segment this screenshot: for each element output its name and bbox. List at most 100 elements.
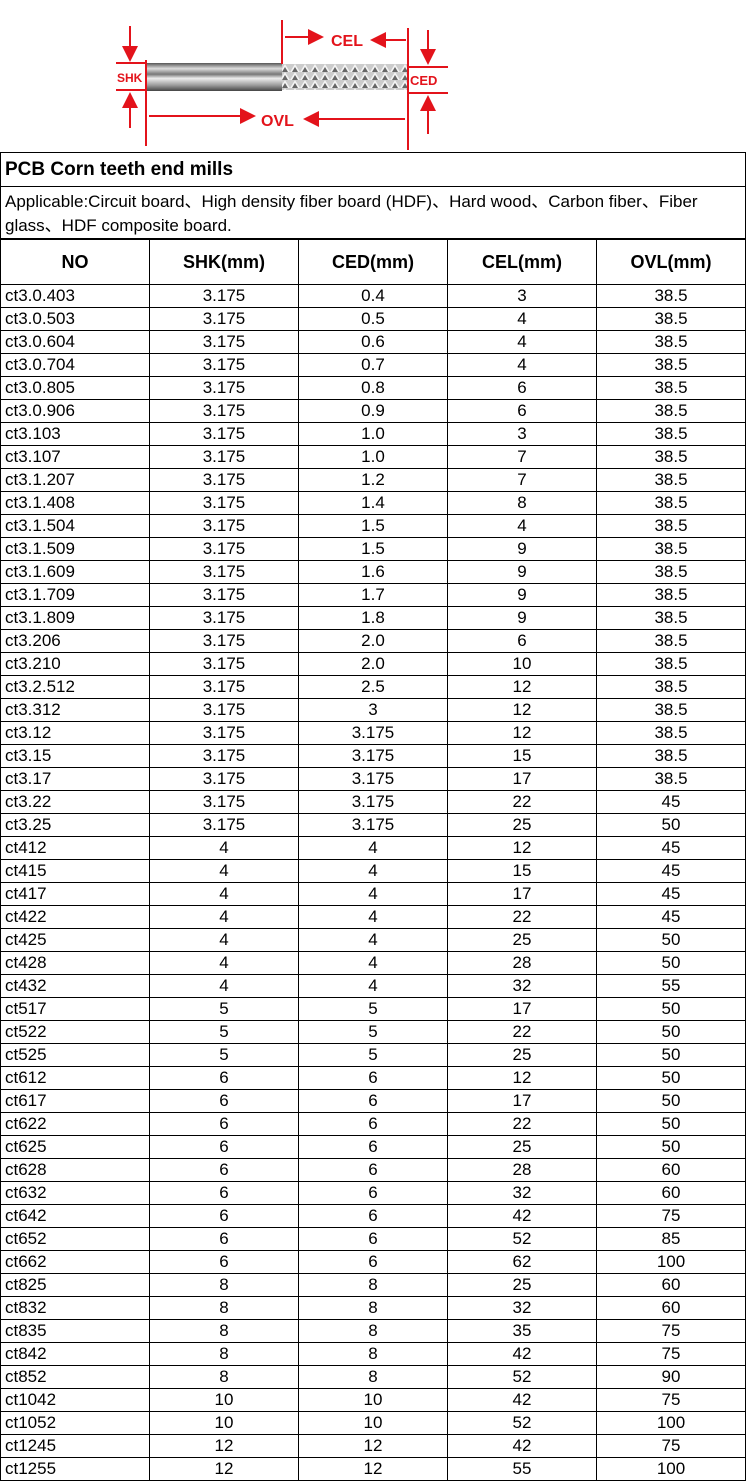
- cell-no: ct425: [0, 928, 150, 952]
- cell-shk: 3.175: [149, 744, 299, 768]
- cell-cel: 22: [447, 1112, 597, 1136]
- cell-cel: 6: [447, 399, 597, 423]
- cell-ced: 10: [298, 1411, 448, 1435]
- cell-cel: 4: [447, 514, 597, 538]
- cell-shk: 6: [149, 1158, 299, 1182]
- table-row: ct3.0.403 3.175 0.4 3 38.5: [0, 284, 746, 308]
- cell-no: ct3.312: [0, 698, 150, 722]
- cell-ovl: 38.5: [596, 284, 746, 308]
- cell-ovl: 60: [596, 1158, 746, 1182]
- cell-cel: 7: [447, 445, 597, 469]
- cell-no: ct3.0.906: [0, 399, 150, 423]
- cell-cel: 28: [447, 1158, 597, 1182]
- table-row: ct628 6 6 28 60: [0, 1158, 746, 1182]
- cell-ovl: 50: [596, 1020, 746, 1044]
- cell-cel: 32: [447, 1296, 597, 1320]
- page-title: PCB Corn teeth end mills: [0, 152, 746, 186]
- cell-ced: 1.2: [298, 468, 448, 492]
- cell-ovl: 45: [596, 905, 746, 929]
- cell-no: ct522: [0, 1020, 150, 1044]
- table-row: ct852 8 8 52 90: [0, 1365, 746, 1389]
- cell-ced: 0.9: [298, 399, 448, 423]
- cell-shk: 8: [149, 1273, 299, 1297]
- table-header-row: NO SHK(mm) CED(mm) CEL(mm) OVL(mm): [0, 239, 746, 285]
- cell-no: ct3.1.709: [0, 583, 150, 607]
- table-row: ct1042 10 10 42 75: [0, 1388, 746, 1412]
- table-row: ct3.210 3.175 2.0 10 38.5: [0, 652, 746, 676]
- table-row: ct525 5 5 25 50: [0, 1043, 746, 1067]
- cel-label: CEL: [331, 33, 363, 50]
- cell-shk: 6: [149, 1204, 299, 1228]
- cell-ced: 1.5: [298, 537, 448, 561]
- shank: [146, 63, 282, 91]
- cell-ced: 8: [298, 1342, 448, 1366]
- cell-shk: 3.175: [149, 675, 299, 699]
- cell-no: ct3.12: [0, 721, 150, 745]
- cell-ced: 6: [298, 1250, 448, 1274]
- cell-no: ct852: [0, 1365, 150, 1389]
- table-row: ct3.103 3.175 1.0 3 38.5: [0, 422, 746, 446]
- cell-no: ct3.1.609: [0, 560, 150, 584]
- cell-ced: 8: [298, 1319, 448, 1343]
- table-row: ct662 6 6 62 100: [0, 1250, 746, 1274]
- cell-shk: 3.175: [149, 307, 299, 331]
- cell-ced: 8: [298, 1273, 448, 1297]
- cell-ced: 2.0: [298, 652, 448, 676]
- table-row: ct625 6 6 25 50: [0, 1135, 746, 1159]
- cell-cel: 9: [447, 537, 597, 561]
- cell-no: ct3.1.207: [0, 468, 150, 492]
- table-row: ct3.25 3.175 3.175 25 50: [0, 813, 746, 837]
- cell-ced: 6: [298, 1066, 448, 1090]
- cell-ced: 1.0: [298, 445, 448, 469]
- table-row: ct1255 12 12 55 100: [0, 1457, 746, 1481]
- table-row: ct3.1.509 3.175 1.5 9 38.5: [0, 537, 746, 561]
- cell-cel: 6: [447, 376, 597, 400]
- cell-ovl: 45: [596, 836, 746, 860]
- table-row: ct3.0.805 3.175 0.8 6 38.5: [0, 376, 746, 400]
- table-row: ct417 4 4 17 45: [0, 882, 746, 906]
- cell-no: ct632: [0, 1181, 150, 1205]
- cell-cel: 3: [447, 284, 597, 308]
- cell-no: ct628: [0, 1158, 150, 1182]
- cutting-teeth: [282, 64, 408, 90]
- cell-shk: 4: [149, 928, 299, 952]
- cell-ovl: 90: [596, 1365, 746, 1389]
- cell-shk: 10: [149, 1411, 299, 1435]
- cell-no: ct3.0.805: [0, 376, 150, 400]
- cell-ced: 6: [298, 1227, 448, 1251]
- cell-no: ct3.1.509: [0, 537, 150, 561]
- cell-no: ct3.210: [0, 652, 150, 676]
- table-row: ct517 5 5 17 50: [0, 997, 746, 1021]
- cell-cel: 8: [447, 491, 597, 515]
- cell-ced: 4: [298, 859, 448, 883]
- cell-ovl: 100: [596, 1250, 746, 1274]
- cell-shk: 6: [149, 1250, 299, 1274]
- table-row: ct415 4 4 15 45: [0, 859, 746, 883]
- table-row: ct3.107 3.175 1.0 7 38.5: [0, 445, 746, 469]
- table-row: ct622 6 6 22 50: [0, 1112, 746, 1136]
- cell-no: ct3.0.503: [0, 307, 150, 331]
- cell-shk: 6: [149, 1089, 299, 1113]
- cell-ovl: 50: [596, 928, 746, 952]
- cell-cel: 22: [447, 1020, 597, 1044]
- cell-ovl: 38.5: [596, 491, 746, 515]
- cell-ced: 5: [298, 997, 448, 1021]
- table-row: ct1245 12 12 42 75: [0, 1434, 746, 1458]
- header-ced: CED(mm): [298, 239, 448, 285]
- cell-ced: 6: [298, 1181, 448, 1205]
- cell-no: ct3.2.512: [0, 675, 150, 699]
- cell-ced: 4: [298, 905, 448, 929]
- cell-no: ct1042: [0, 1388, 150, 1412]
- cell-ovl: 38.5: [596, 353, 746, 377]
- cell-ced: 0.7: [298, 353, 448, 377]
- cell-shk: 8: [149, 1296, 299, 1320]
- cell-cel: 4: [447, 330, 597, 354]
- cell-ced: 4: [298, 951, 448, 975]
- cell-cel: 10: [447, 652, 597, 676]
- cell-ced: 1.7: [298, 583, 448, 607]
- cell-ced: 6: [298, 1112, 448, 1136]
- table-row: ct3.22 3.175 3.175 22 45: [0, 790, 746, 814]
- header-no: NO: [0, 239, 150, 285]
- cell-cel: 22: [447, 905, 597, 929]
- table-row: ct3.1.609 3.175 1.6 9 38.5: [0, 560, 746, 584]
